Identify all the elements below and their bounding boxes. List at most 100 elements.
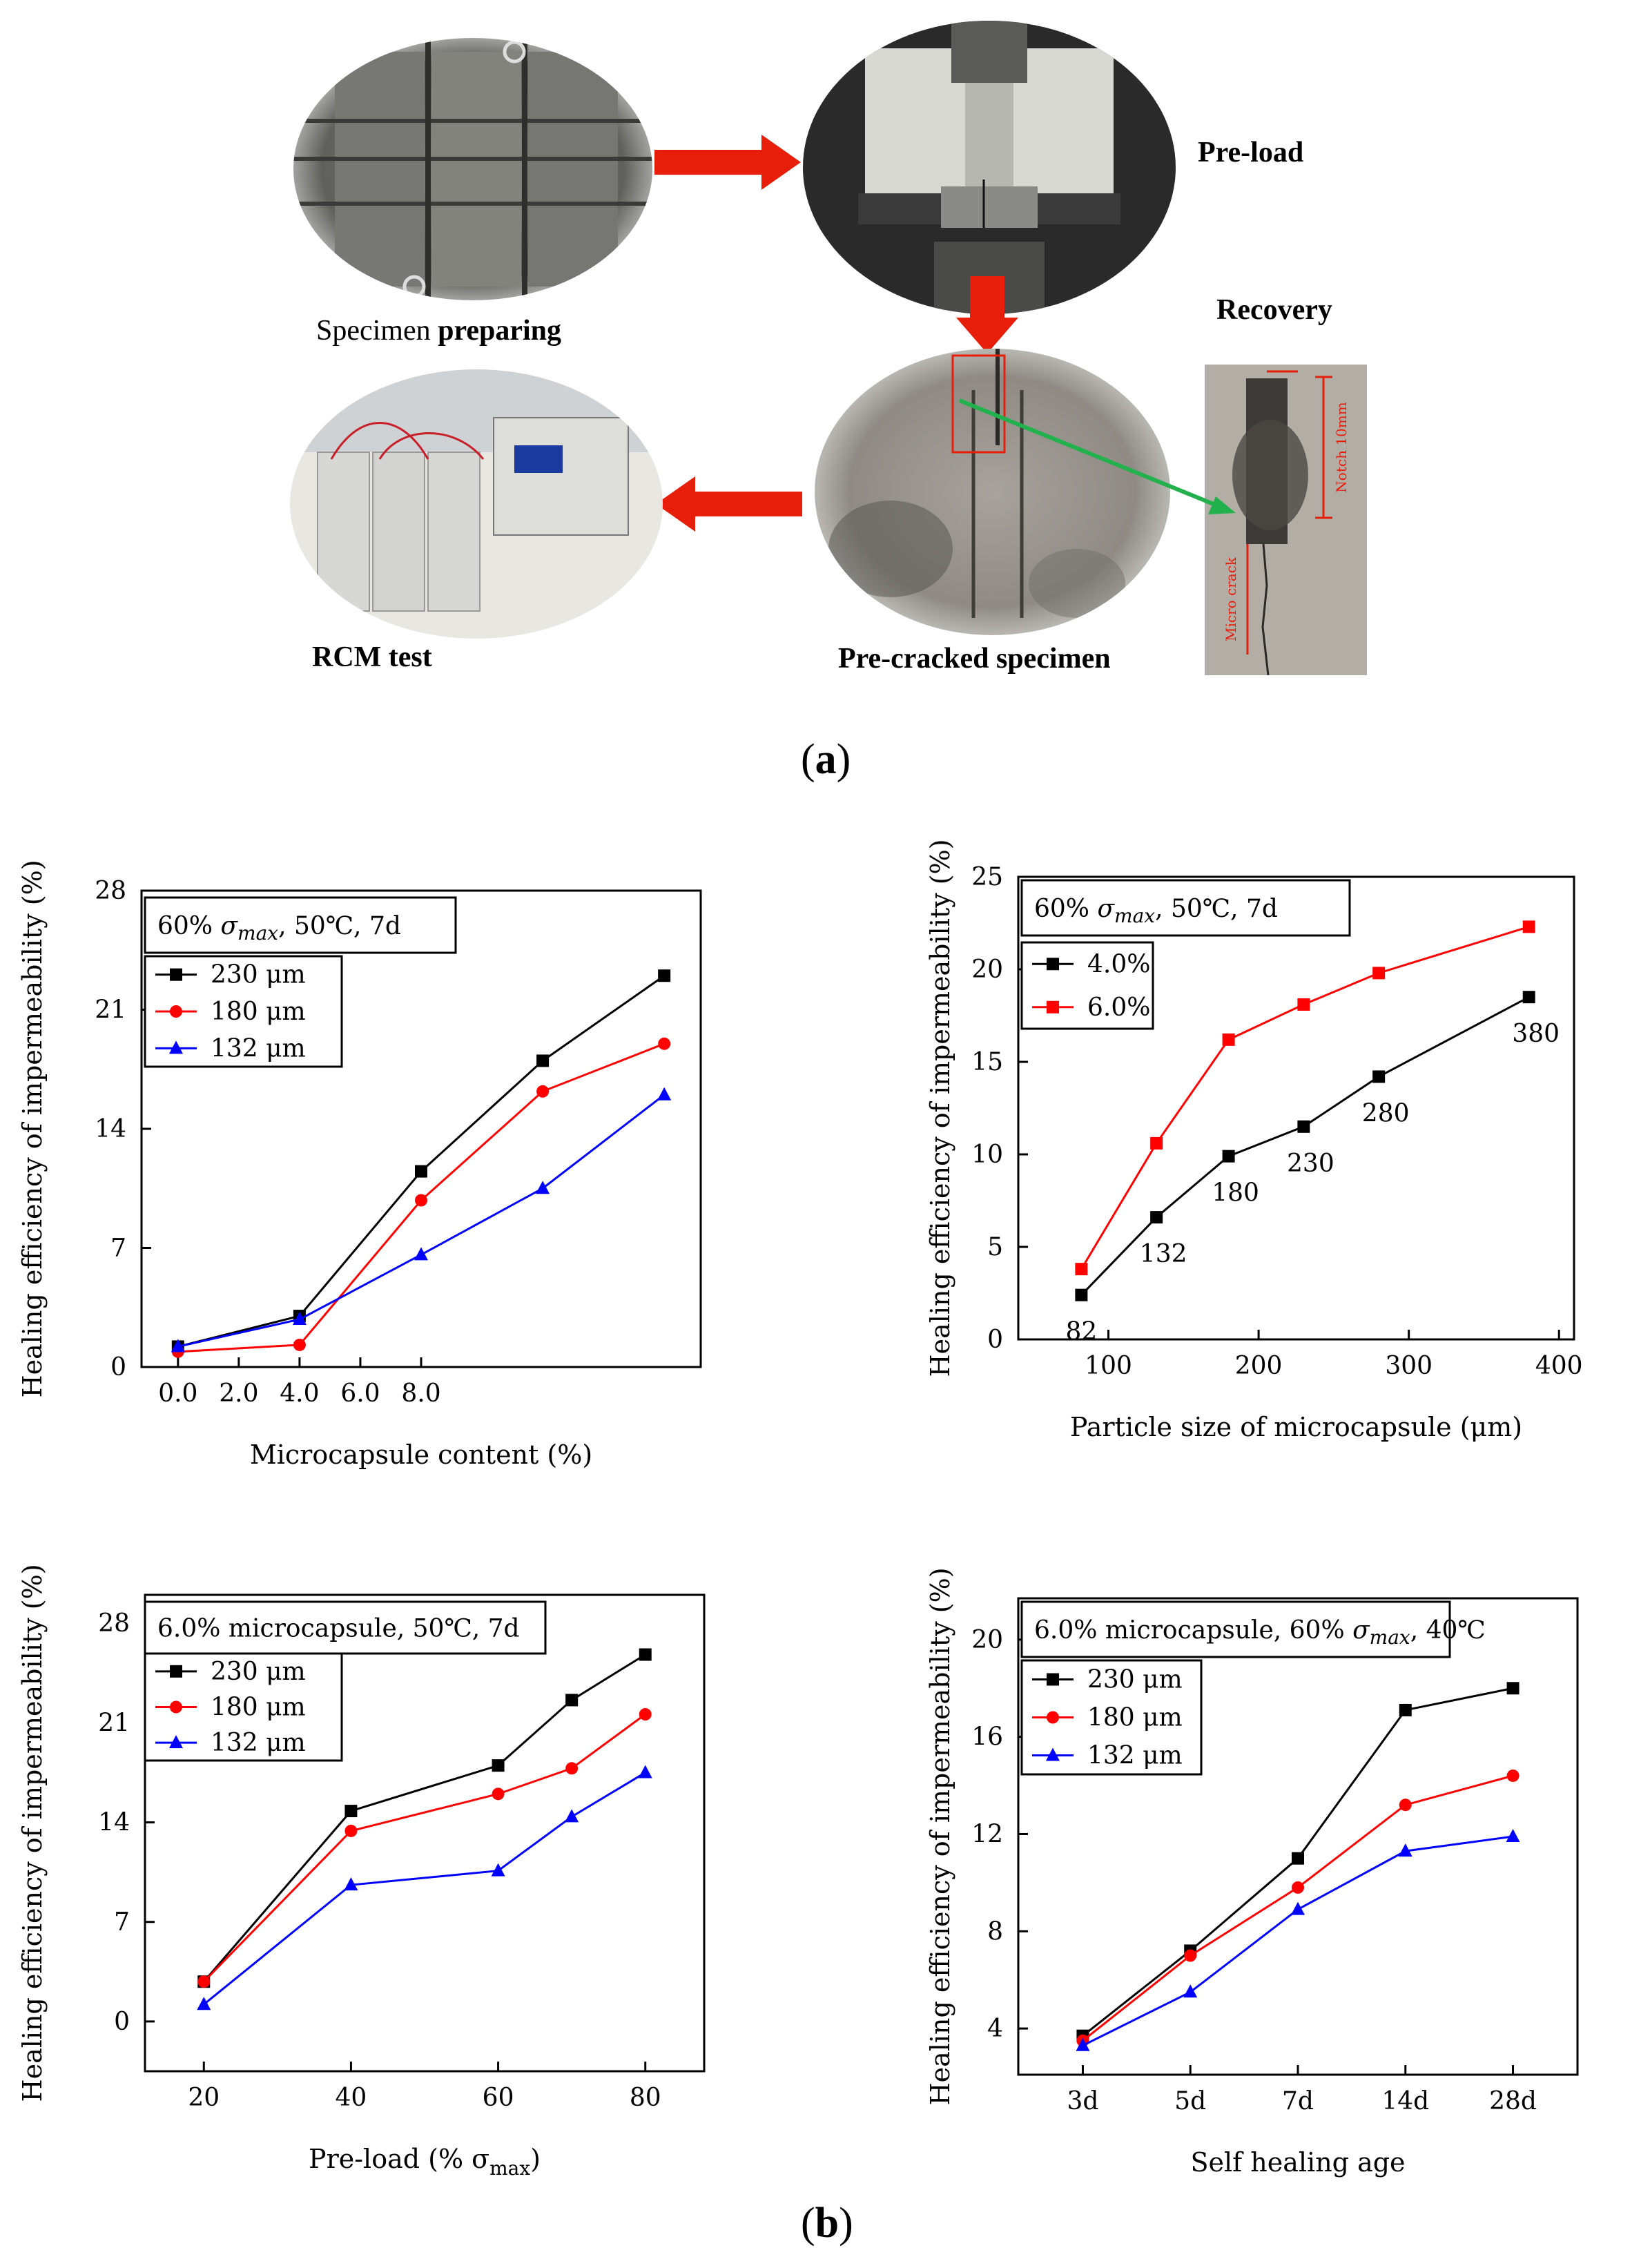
legend-marker xyxy=(1046,1747,1060,1761)
preload-photo xyxy=(803,21,1176,314)
data-point xyxy=(658,1037,671,1050)
series-line xyxy=(1082,1835,1513,2047)
series-2 xyxy=(171,1087,672,1353)
legend-box xyxy=(1020,941,1154,1030)
x-tick-label: 2.0 xyxy=(219,1379,258,1408)
data-point xyxy=(1222,1150,1235,1163)
data-point xyxy=(1075,1288,1088,1301)
chart-preload: 0 7 14 21 28 20 40 60 80 Pre-load (% σmax) Healing… xyxy=(17,1564,706,2180)
arrow-to-recovery xyxy=(958,398,1236,514)
condition-text: 6.0% microcapsule, 50℃, 7d xyxy=(157,1615,520,1643)
x-axis-label: Self healing age xyxy=(1190,2147,1405,2178)
legend-label: 180 μm xyxy=(211,1694,306,1722)
micro-crack-label: Micro crack xyxy=(1223,556,1239,641)
data-point xyxy=(1075,1263,1088,1276)
legend-marker xyxy=(1047,958,1059,971)
recovery-photo: Notch 10mm Micro crack xyxy=(1205,365,1367,675)
y-tick-label: 15 xyxy=(971,1048,1003,1076)
y-tick-label: 10 xyxy=(971,1141,1003,1169)
series-line xyxy=(203,1772,646,2006)
data-point xyxy=(1522,920,1535,933)
legend-marker xyxy=(169,1735,183,1749)
y-axis-label: Healing efficiency of impermeability (%) xyxy=(925,1567,955,2105)
chart-particle-size: 0 5 10 15 20 25 100 200 300 400 Particle size of m… xyxy=(925,839,1583,1442)
data-point xyxy=(344,1877,358,1891)
x-axis-label: Microcapsule content (%) xyxy=(250,1440,592,1470)
series-line xyxy=(1080,925,1530,1270)
data-point xyxy=(1291,1901,1305,1915)
condition-box xyxy=(1020,1600,1451,1658)
x-tick-label: 5d xyxy=(1174,2087,1206,2115)
x-tick-label: 3d xyxy=(1067,2087,1098,2115)
x-tick-label: 300 xyxy=(1385,1352,1433,1380)
x-tick-label: 40 xyxy=(336,2084,367,2112)
series-0 xyxy=(1075,991,1535,1301)
data-point xyxy=(1183,1984,1198,1998)
y-tick-label: 21 xyxy=(98,1709,130,1737)
point-annotation: 132 xyxy=(1140,1240,1187,1268)
y-tick-label: 12 xyxy=(971,1820,1003,1848)
y-tick-label: 14 xyxy=(95,1115,126,1143)
data-point xyxy=(1372,967,1386,980)
arrow-to-preload xyxy=(654,135,801,190)
data-point xyxy=(1150,1211,1163,1224)
legend-label: 230 μm xyxy=(211,1658,306,1686)
data-point xyxy=(1399,1799,1412,1812)
data-point xyxy=(1292,1852,1304,1865)
legend-label: 132 μm xyxy=(211,1729,306,1757)
y-tick-label: 8 xyxy=(987,1917,1003,1946)
series-2 xyxy=(1076,1829,1520,2051)
data-point xyxy=(415,1194,427,1207)
data-point xyxy=(491,1863,505,1877)
legend-label: 230 μm xyxy=(1087,1666,1183,1694)
label-preload: Pre-load xyxy=(1198,137,1304,168)
x-tick-label: 100 xyxy=(1085,1352,1132,1380)
series-1 xyxy=(171,1037,671,1358)
legend-label: 180 μm xyxy=(1087,1704,1183,1732)
y-tick-label: 20 xyxy=(971,956,1003,984)
data-point xyxy=(565,1809,579,1823)
y-tick-label: 25 xyxy=(971,863,1003,891)
point-annotation: 82 xyxy=(1065,1318,1097,1346)
x-axis-label: Pre-load (% σmax) xyxy=(309,2144,541,2180)
legend-label: 180 μm xyxy=(211,998,306,1026)
y-tick-label: 4 xyxy=(987,2015,1003,2043)
series-1 xyxy=(197,1708,652,1988)
label-specimen-preparing: Specimen preparing xyxy=(316,315,562,347)
x-tick-label: 14d xyxy=(1381,2087,1429,2115)
series-1 xyxy=(1075,920,1535,1276)
y-tick-label: 21 xyxy=(95,996,126,1025)
data-point xyxy=(1399,1703,1412,1716)
data-point xyxy=(492,1759,505,1772)
data-point xyxy=(638,1765,652,1778)
condition-text: 6.0% microcapsule, 60% σmax, 40℃ xyxy=(1034,1616,1486,1649)
data-point xyxy=(657,1087,672,1101)
series-2 xyxy=(197,1765,652,2010)
caption-a: (a) xyxy=(801,736,851,783)
x-tick-label: 6.0 xyxy=(340,1379,380,1408)
legend-marker xyxy=(170,1665,182,1678)
data-point xyxy=(197,1997,211,2010)
legend-marker xyxy=(170,1005,182,1018)
x-tick-label: 7d xyxy=(1282,2087,1314,2115)
x-tick-label: 200 xyxy=(1235,1352,1283,1380)
data-point xyxy=(1222,1033,1235,1046)
data-point xyxy=(415,1165,427,1178)
y-tick-label: 0 xyxy=(110,1353,126,1382)
data-point xyxy=(293,1338,306,1351)
point-annotation: 380 xyxy=(1512,1020,1560,1048)
legend-marker xyxy=(1047,1711,1059,1724)
data-point xyxy=(639,1708,652,1721)
data-point xyxy=(536,1085,550,1098)
y-tick-label: 20 xyxy=(971,1626,1003,1654)
data-point xyxy=(197,1975,211,1988)
y-axis-label: Healing efficiency of impermeability (%) xyxy=(17,1564,48,2102)
data-point xyxy=(1522,991,1535,1004)
data-point xyxy=(658,969,671,982)
y-tick-label: 28 xyxy=(98,1609,130,1638)
data-point xyxy=(1297,1120,1310,1133)
y-tick-label: 0 xyxy=(114,2008,130,2036)
x-tick-label: 4.0 xyxy=(280,1379,319,1408)
data-point xyxy=(565,1762,579,1775)
chart-healing-age: 4 8 12 16 20 3d 5d 7d 14d 28d Self healing age Heal… xyxy=(925,1567,1579,2178)
